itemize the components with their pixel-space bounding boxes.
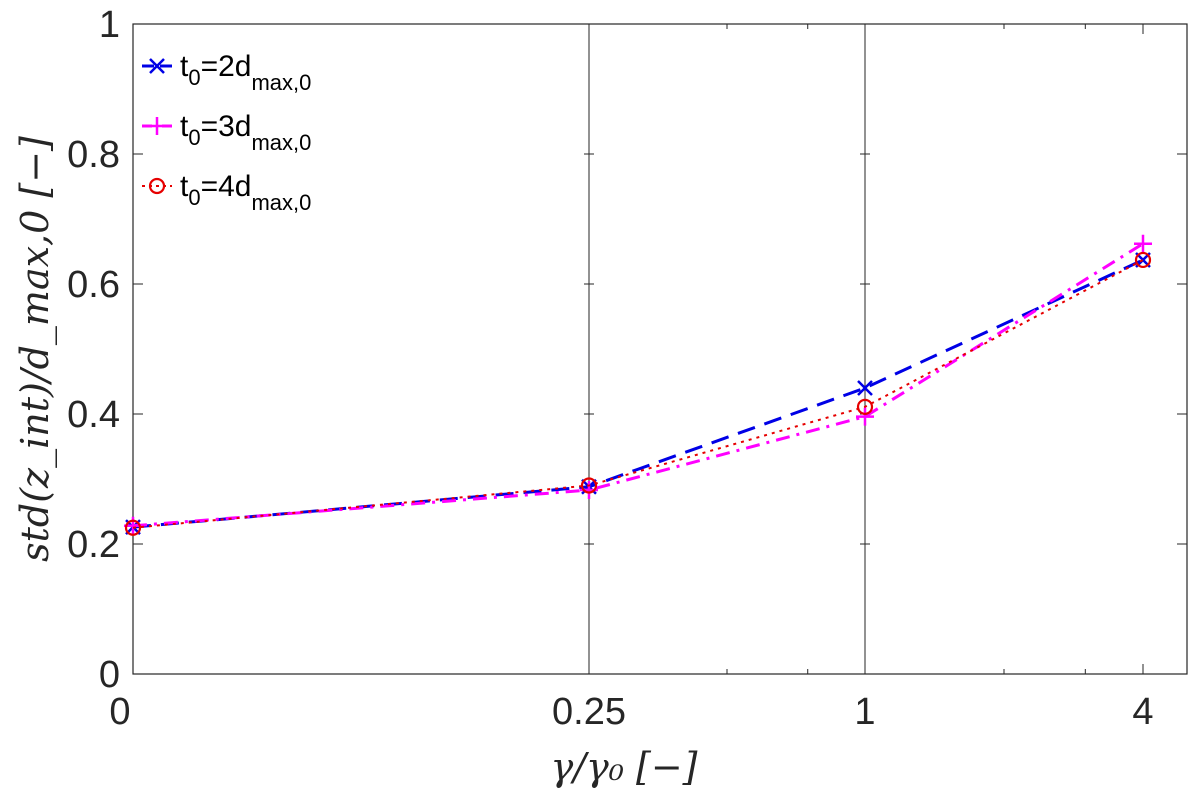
legend-label-mid-2: =4d [201, 170, 252, 203]
plot-area [133, 24, 1187, 674]
legend-marker-0 [149, 58, 165, 74]
y-tick-label-1: 0.2 [67, 524, 120, 566]
y-axis-label: std(z_int)/d_max,0 [−] [13, 136, 58, 562]
legend-entry-2: t0=4dmax,0 [142, 170, 311, 215]
legend-label-sub1-2: 0 [188, 185, 200, 210]
x-tick-label-2: 1 [854, 691, 875, 733]
y-tick-label-5: 1 [99, 4, 120, 46]
legend-label-main-2: t [180, 170, 189, 203]
x-tick-label-1: 0.25 [552, 691, 626, 733]
series-line-2 [132, 259, 1144, 529]
y-tick-label-2: 0.4 [67, 394, 120, 436]
gridlines [588, 24, 866, 674]
legend-label-sub1-0: 0 [188, 65, 200, 90]
series-2-point-3 [1134, 251, 1152, 269]
legend-label-sub2-1: max,0 [251, 130, 311, 155]
y-tick-labels: 0 0.2 0.4 0.6 0.8 1 [67, 4, 120, 696]
legend-label-main-0: t [180, 50, 189, 83]
legend-marker-1 [148, 117, 166, 135]
legend-label-0: t0=2dmax,0 [180, 50, 311, 95]
series-0-point-2 [857, 380, 873, 396]
series-1-point-3 [1134, 234, 1152, 253]
series-line-1 [132, 242, 1144, 528]
x-axis-label: γ/γ₀ [−] [550, 745, 697, 789]
legend-label-mid-0: =2d [201, 50, 252, 83]
legend: t0=2dmax,0t0=3dmax,0t0=4dmax,0 [142, 50, 311, 215]
legend-label-sub2-0: max,0 [251, 70, 311, 95]
legend-label-sub2-2: max,0 [251, 190, 311, 215]
y-tick-label-3: 0.6 [67, 264, 120, 306]
legend-entry-0: t0=2dmax,0 [142, 50, 311, 95]
legend-label-main-1: t [180, 110, 189, 143]
series-2 [124, 251, 1152, 536]
legend-label-1: t0=3dmax,0 [180, 110, 311, 155]
legend-label-mid-1: =3d [201, 110, 252, 143]
series-2-point-2 [856, 398, 874, 415]
y-tick-label-0: 0 [99, 654, 120, 696]
series-1-point-2 [856, 407, 874, 426]
series-layer [124, 234, 1152, 536]
series-2-point-1 [580, 477, 598, 494]
plot-frame [132, 23, 1188, 675]
legend-marker-2 [148, 177, 166, 195]
y-tick-label-4: 0.8 [67, 134, 120, 176]
x-tick-labels: 0 0.25 1 4 [109, 691, 1153, 733]
x-tick-label-3: 4 [1132, 691, 1153, 733]
legend-entry-1: t0=3dmax,0 [142, 110, 311, 155]
legend-label-2: t0=4dmax,0 [180, 170, 311, 215]
legend-label-sub1-1: 0 [188, 125, 200, 150]
series-2-point-0 [124, 519, 142, 536]
x-tick-label-0: 0 [109, 691, 130, 733]
